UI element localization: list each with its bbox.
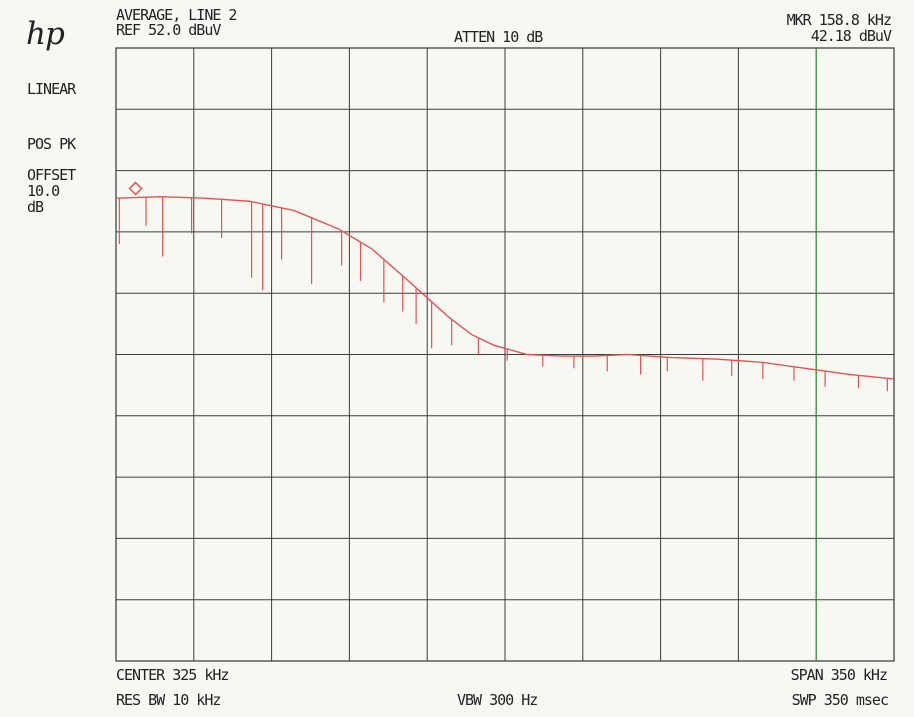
mode-line: AVERAGE, LINE 2 [116, 6, 237, 24]
hp-logo: hp [26, 16, 65, 52]
span: SPAN 350 kHz [790, 666, 888, 684]
attenuation: ATTEN 10 dB [454, 28, 543, 46]
resolution-bandwidth: RES BW 10 kHz [116, 691, 221, 709]
video-bandwidth: VBW 300 Hz [457, 691, 538, 709]
marker-level: 42.18 dBuV [810, 27, 892, 45]
sweep-time: SWP 350 msec [791, 691, 889, 709]
offset-unit: dB [27, 198, 44, 216]
offset-value: 10.0 [27, 182, 60, 200]
spectrum-trace [115, 195, 895, 380]
reference-level: REF 52.0 dBuV [116, 21, 221, 39]
marker-frequency: MKR 158.8 kHz [786, 11, 892, 29]
trace-layer [115, 181, 895, 392]
offset-label: OFFSET [27, 166, 76, 184]
scale-mode: LINEAR [27, 80, 76, 98]
detector-mode: POS PK [27, 135, 76, 153]
center-frequency: CENTER 325 kHz [116, 666, 229, 684]
grid-layer [115, 47, 895, 662]
peak-marker [128, 181, 143, 196]
